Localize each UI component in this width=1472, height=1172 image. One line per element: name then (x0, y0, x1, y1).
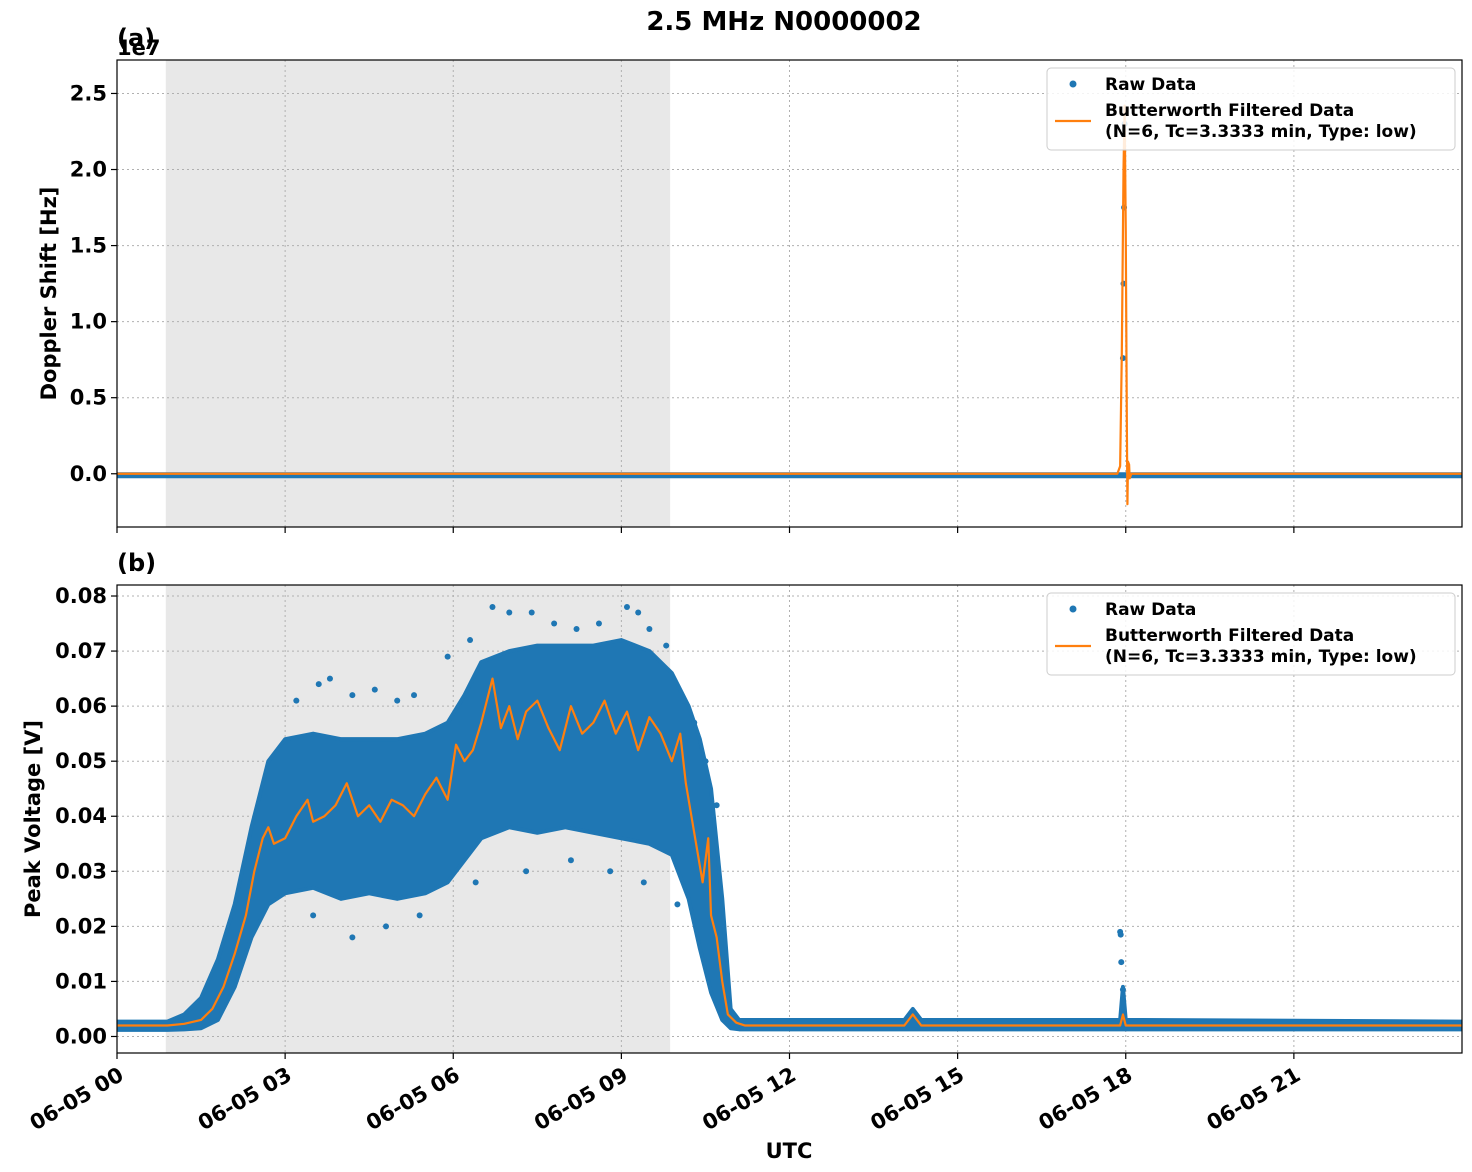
panel-label: (a) (117, 24, 155, 52)
panel-b: 0.00 0.01 0.02 0.03 0.04 0.05 0.06 0.07 0.08 06-0… (21, 549, 1463, 1136)
plot-area (117, 604, 1462, 1032)
legend-marker-raw (1069, 605, 1077, 613)
legend: Raw Data Butterworth Filtered Data(N=6, T… (1046, 592, 1456, 676)
raw-data-point (713, 802, 720, 809)
y-tick-label: 0.00 (55, 1024, 107, 1048)
x-tick-label: 06-05 21 (1203, 1063, 1305, 1136)
raw-data-point (640, 879, 647, 886)
raw-data-point (315, 681, 322, 688)
y-tick-label: 0.07 (55, 639, 107, 663)
raw-data-point (383, 923, 389, 930)
x-tick-label: 06-05 06 (362, 1063, 464, 1136)
figure-title: 2.5 MHz N0000002 (646, 7, 921, 37)
raw-data-point (623, 604, 630, 611)
filtered-data-line (117, 104, 1462, 506)
raw-data-point (371, 686, 378, 693)
raw-data-point (293, 697, 300, 704)
raw-data-point (567, 857, 574, 864)
y-axis-label: Doppler Shift [Hz] (37, 187, 61, 401)
filtered-data-line (117, 677, 1462, 1027)
raw-data-point (394, 697, 401, 704)
legend: Raw Data Butterworth Filtered Data(N=6, T… (1046, 67, 1456, 151)
y-tick-label: 2.5 (70, 81, 107, 105)
raw-data-point (310, 912, 317, 919)
legend-label-filtered: Butterworth Filtered Data (1105, 626, 1354, 646)
y-tick-label: 0.06 (55, 694, 107, 718)
raw-data-point (528, 609, 535, 616)
raw-data-point (349, 934, 356, 941)
raw-data-point (691, 719, 698, 726)
raw-data-point (1117, 931, 1124, 938)
raw-data-point (663, 642, 670, 649)
panel-label: (b) (117, 549, 156, 577)
y-tick-label: 0.04 (55, 804, 107, 828)
raw-data-point (444, 653, 451, 660)
legend-label-filtered: Butterworth Filtered Data (1105, 101, 1354, 121)
raw-data-point (551, 620, 558, 627)
y-tick-label: 2.0 (70, 158, 107, 182)
raw-data-point (1118, 959, 1125, 966)
x-tick-label: 06-05 03 (194, 1063, 296, 1136)
x-tick-label: 06-05 12 (698, 1063, 800, 1136)
raw-data-point (680, 697, 687, 704)
y-tick-label: 1.0 (70, 310, 107, 334)
y-tick-label: 0.05 (55, 749, 107, 773)
raw-data-point (416, 912, 423, 919)
raw-data-point (349, 692, 356, 699)
y-tick-label: 0.01 (55, 969, 107, 993)
legend-label-filtered-params: (N=6, Tc=3.3333 min, Type: low) (1105, 647, 1417, 667)
raw-data-point (595, 620, 602, 627)
y-axis-label: Peak Voltage [V] (21, 720, 45, 918)
legend-box (1046, 67, 1456, 151)
x-tick-label: 06-05 09 (530, 1063, 632, 1136)
legend-label-raw: Raw Data (1105, 600, 1196, 620)
raw-data-point (467, 637, 474, 644)
y-tick-label: 0.0 (70, 462, 107, 486)
raw-data-point (702, 758, 709, 765)
raw-data-point (573, 626, 580, 633)
raw-data-point (506, 609, 513, 616)
x-tick-label: 06-05 15 (866, 1063, 968, 1136)
x-axis-label: UTC (766, 1139, 813, 1163)
x-tick-label: 06-05 18 (1034, 1063, 1136, 1136)
y-tick-label: 0.02 (55, 914, 107, 938)
y-tick-label: 0.03 (55, 859, 107, 883)
panel-a: 0.0 0.5 1.0 1.5 2.0 2.5 Doppler Shift [Hz] (a)1… (37, 24, 1463, 533)
raw-data-point (635, 609, 642, 616)
raw-data-point (1119, 986, 1126, 993)
legend-box (1046, 592, 1456, 676)
raw-data-point (646, 626, 653, 633)
legend-marker-raw (1069, 80, 1077, 88)
y-tick-label: 1.5 (70, 234, 107, 258)
y-tick-label: 0.5 (70, 386, 107, 410)
y-tick-label: 0.08 (55, 584, 107, 608)
plot-area (117, 104, 1462, 506)
raw-data-point (523, 868, 530, 875)
raw-data-point (411, 692, 418, 699)
x-tick-label: 06-05 00 (26, 1063, 128, 1136)
raw-data-point (607, 868, 614, 875)
legend-label-filtered-params: (N=6, Tc=3.3333 min, Type: low) (1105, 122, 1417, 142)
legend-label-raw: Raw Data (1105, 75, 1196, 95)
raw-data-point (489, 604, 496, 611)
raw-data-point (326, 675, 333, 682)
y-exponent-label: 1e7 (117, 36, 160, 60)
shaded-region (165, 60, 671, 527)
raw-data-point (472, 879, 479, 886)
raw-data-point (674, 901, 681, 908)
